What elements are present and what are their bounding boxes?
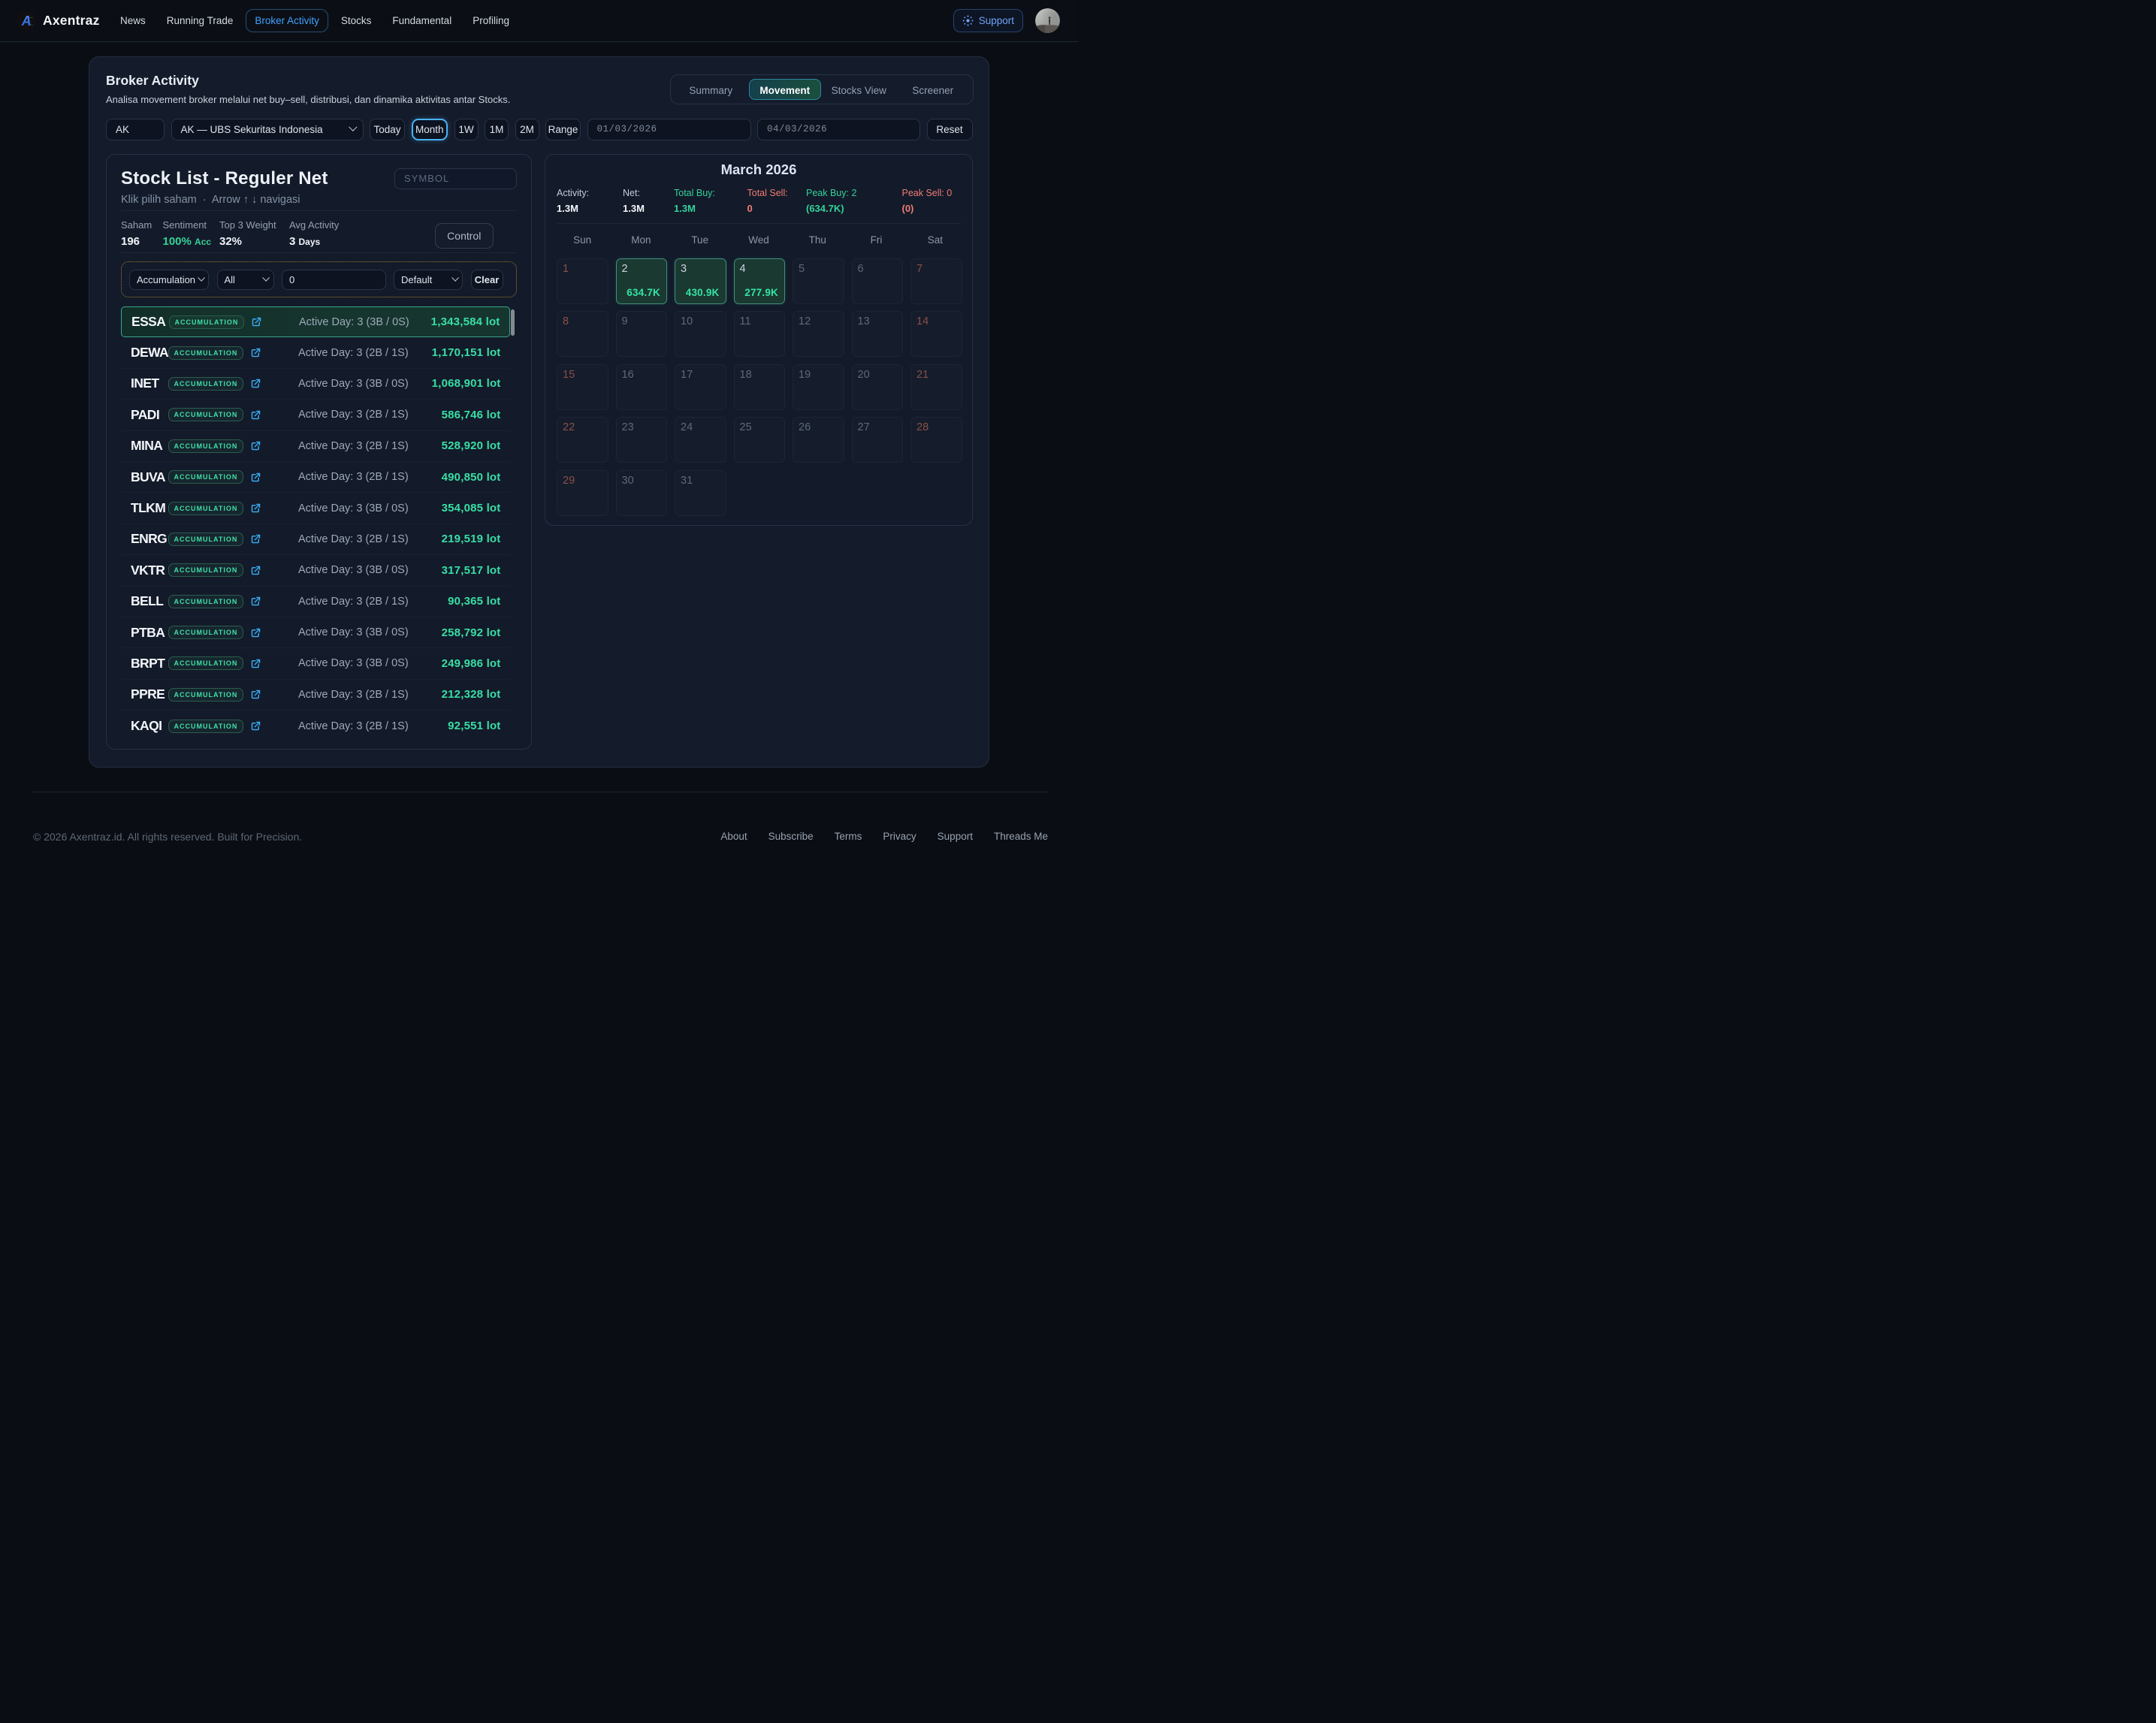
- svg-text:A: A: [21, 14, 32, 29]
